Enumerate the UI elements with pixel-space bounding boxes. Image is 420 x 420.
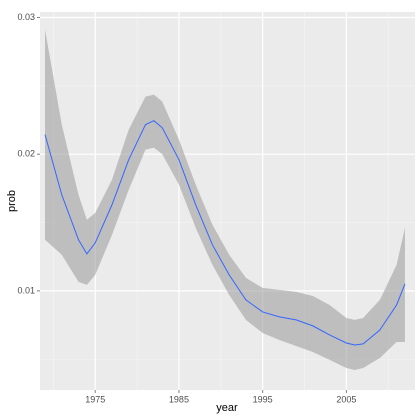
y-tick-label: 0.01 xyxy=(17,285,35,295)
y-tick-label: 0.02 xyxy=(17,149,35,159)
x-tick-label: 1975 xyxy=(85,394,105,404)
x-tick-label: 1985 xyxy=(169,394,189,404)
marks xyxy=(44,29,406,371)
y-tick-label: 0.03 xyxy=(17,12,35,22)
y-axis-title: prob xyxy=(6,190,18,212)
x-tick-label: 2005 xyxy=(336,394,356,404)
x-axis-title: year xyxy=(216,402,238,414)
axes: 1975 1985 1995 2005 0.01 0.02 0.03 xyxy=(17,12,356,405)
x-tick-label: 1995 xyxy=(253,394,273,404)
confidence-band xyxy=(45,29,405,371)
line xyxy=(44,120,406,346)
